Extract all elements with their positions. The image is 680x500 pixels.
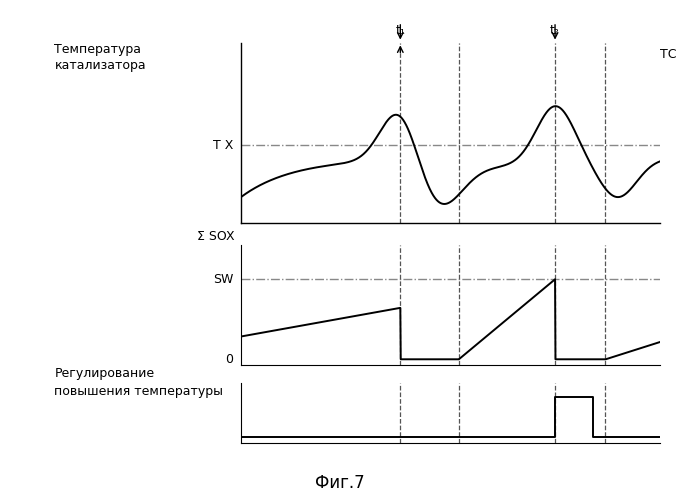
Text: катализатора: катализатора	[54, 58, 146, 71]
Text: Т Х: Т Х	[213, 139, 233, 152]
Text: Регулирование: Регулирование	[54, 367, 154, 380]
Text: повышения температуры: повышения температуры	[54, 384, 224, 398]
Text: Σ SOX: Σ SOX	[197, 230, 235, 242]
Text: Фиг.7: Фиг.7	[316, 474, 364, 492]
Text: ТС: ТС	[660, 48, 677, 61]
Text: SW: SW	[213, 273, 233, 286]
Text: t₁: t₁	[395, 24, 405, 38]
Text: 0: 0	[225, 353, 233, 366]
Text: t₂: t₂	[550, 24, 560, 38]
Text: Температура: Температура	[54, 42, 141, 56]
